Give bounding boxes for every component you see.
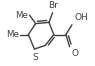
Text: O: O <box>72 49 79 58</box>
Text: Me: Me <box>6 30 19 39</box>
Text: OH: OH <box>74 13 88 22</box>
Text: Br: Br <box>48 1 57 10</box>
Text: Me: Me <box>15 11 28 20</box>
Text: S: S <box>33 53 38 62</box>
